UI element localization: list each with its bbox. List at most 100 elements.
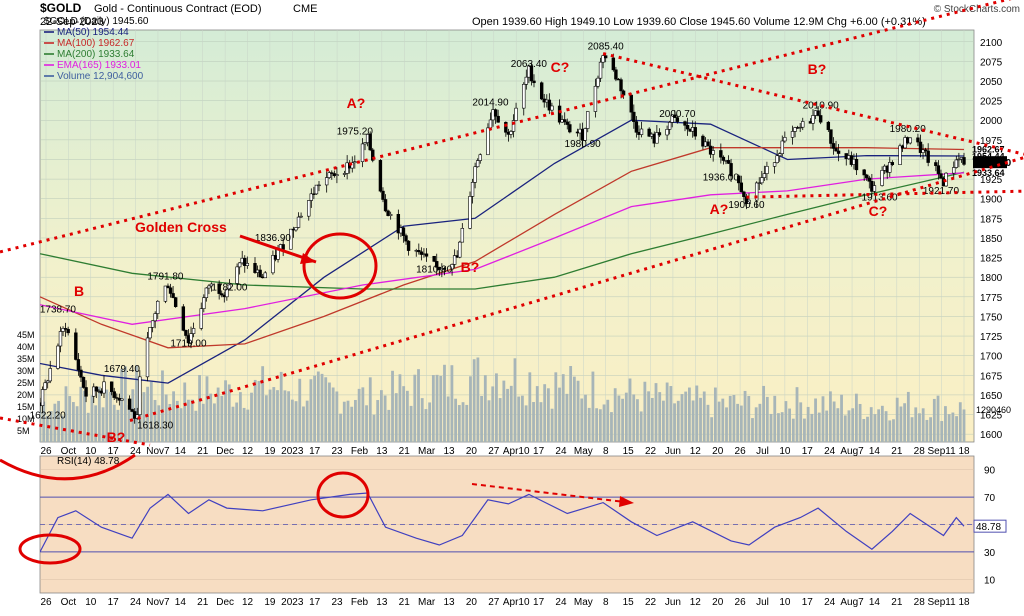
price-label: 1975.20: [337, 126, 374, 137]
x-tick-label: 13: [376, 446, 388, 457]
candle-body: [406, 240, 411, 251]
y-tick-label: 1900: [980, 195, 1003, 206]
candle-body: [130, 409, 134, 412]
volume-bar: [387, 409, 391, 442]
x-tick-label: 17: [108, 446, 120, 457]
volume-bar: [64, 386, 68, 442]
volume-bar: [227, 384, 231, 442]
volume-bar: [610, 412, 613, 442]
volume-bars: [40, 357, 966, 442]
x-tick-label-bottom: 2023: [281, 597, 304, 608]
candle-body: [435, 261, 439, 268]
volume-bar: [784, 401, 788, 442]
candle-body: [383, 199, 388, 212]
x-tick-label-bottom: 19: [264, 597, 276, 608]
volume-bar: [123, 366, 127, 442]
candle-body: [673, 114, 677, 118]
candle-body: [634, 121, 639, 133]
volume-bar: [49, 411, 53, 442]
price-label: 1679.40: [104, 364, 141, 375]
x-tick-label: 22: [645, 446, 657, 457]
volume-bar: [725, 407, 728, 442]
x-tick-label: Apr10: [503, 446, 530, 457]
candle-body: [148, 327, 152, 339]
x-tick-label-bottom: Aug7: [840, 597, 864, 608]
candle-body: [916, 137, 920, 143]
volume-tick-label: 15M: [17, 402, 35, 412]
volume-bar: [420, 398, 424, 442]
candle-body: [243, 257, 247, 266]
x-tick-label: 18: [958, 446, 970, 457]
volume-bar: [539, 402, 543, 442]
volume-bar: [829, 391, 832, 442]
candle-body: [936, 165, 941, 174]
price-label: 1936.00: [703, 173, 740, 184]
candle-body: [598, 61, 603, 79]
volume-bar: [190, 399, 194, 442]
candle-body: [163, 285, 168, 302]
candle-body: [237, 262, 242, 268]
volume-bar: [847, 410, 851, 442]
volume-bar: [617, 395, 621, 442]
candle-body: [657, 132, 662, 136]
price-label: 2014.90: [472, 97, 509, 108]
y-tick-label: 1700: [980, 352, 1003, 363]
price-label: 1618.30: [137, 421, 174, 432]
price-label: 1622.20: [30, 410, 67, 421]
descending-trendline: [602, 52, 1024, 156]
candle-body: [952, 167, 956, 174]
price-label: 1913.60: [861, 192, 898, 203]
candle-body: [473, 166, 477, 183]
candle-body: [424, 253, 429, 257]
candle-body: [309, 193, 314, 201]
x-tick-label: 2023: [281, 446, 304, 457]
volume-bar: [127, 405, 131, 442]
volume-bar: [840, 394, 843, 442]
candle-body: [363, 142, 367, 145]
volume-bar: [246, 409, 250, 442]
legend-entry: EMA(165) 1933.01: [57, 60, 141, 71]
volume-bar: [480, 395, 483, 442]
volume-bar: [584, 394, 587, 442]
volume-bar: [717, 401, 721, 442]
rsi-overbought-circle: [316, 471, 370, 519]
volume-bar: [598, 409, 602, 442]
x-tick-label: 27: [488, 446, 500, 457]
candle-body: [442, 268, 447, 270]
x-tick-label-bottom: 13: [376, 597, 388, 608]
candle-body: [665, 129, 669, 136]
candle-body: [670, 114, 674, 123]
candle-body: [63, 328, 68, 330]
volume-bar: [936, 395, 940, 442]
candle-body: [327, 172, 331, 178]
candle-body: [831, 143, 836, 149]
x-tick-label: Jul: [756, 446, 769, 457]
x-tick-label: 13: [443, 446, 455, 457]
volume-bar: [773, 395, 777, 442]
volume-bar: [624, 392, 628, 442]
y-tick-label: 1975: [980, 136, 1003, 147]
volume-bar: [918, 413, 921, 442]
ma-line-ma100: [40, 147, 965, 349]
volume-bar: [491, 386, 495, 442]
volume-bar: [417, 369, 420, 442]
volume-bar: [550, 408, 554, 442]
header-ohlc: Open 1939.60 High 1949.10 Low 1939.60 Cl…: [472, 16, 926, 28]
volume-tick-label: 20M: [17, 390, 35, 400]
candle-body: [706, 141, 710, 147]
volume-tick-label: 30M: [17, 366, 35, 376]
volume-bar: [866, 416, 869, 442]
price-label: 1900.60: [728, 200, 765, 211]
candle-body: [452, 255, 457, 265]
candle-body: [647, 128, 651, 137]
x-tick-label-bottom: Mar: [418, 597, 436, 608]
candle-body: [84, 387, 88, 397]
volume-tick-label: 5M: [17, 426, 30, 436]
volume-bar: [365, 405, 368, 442]
candle-body: [79, 369, 83, 378]
rsi-label: RSI(14) 48.78: [57, 456, 120, 467]
candle-body: [586, 111, 590, 129]
volume-bar: [747, 395, 751, 442]
price-label: 2000.70: [659, 109, 696, 120]
